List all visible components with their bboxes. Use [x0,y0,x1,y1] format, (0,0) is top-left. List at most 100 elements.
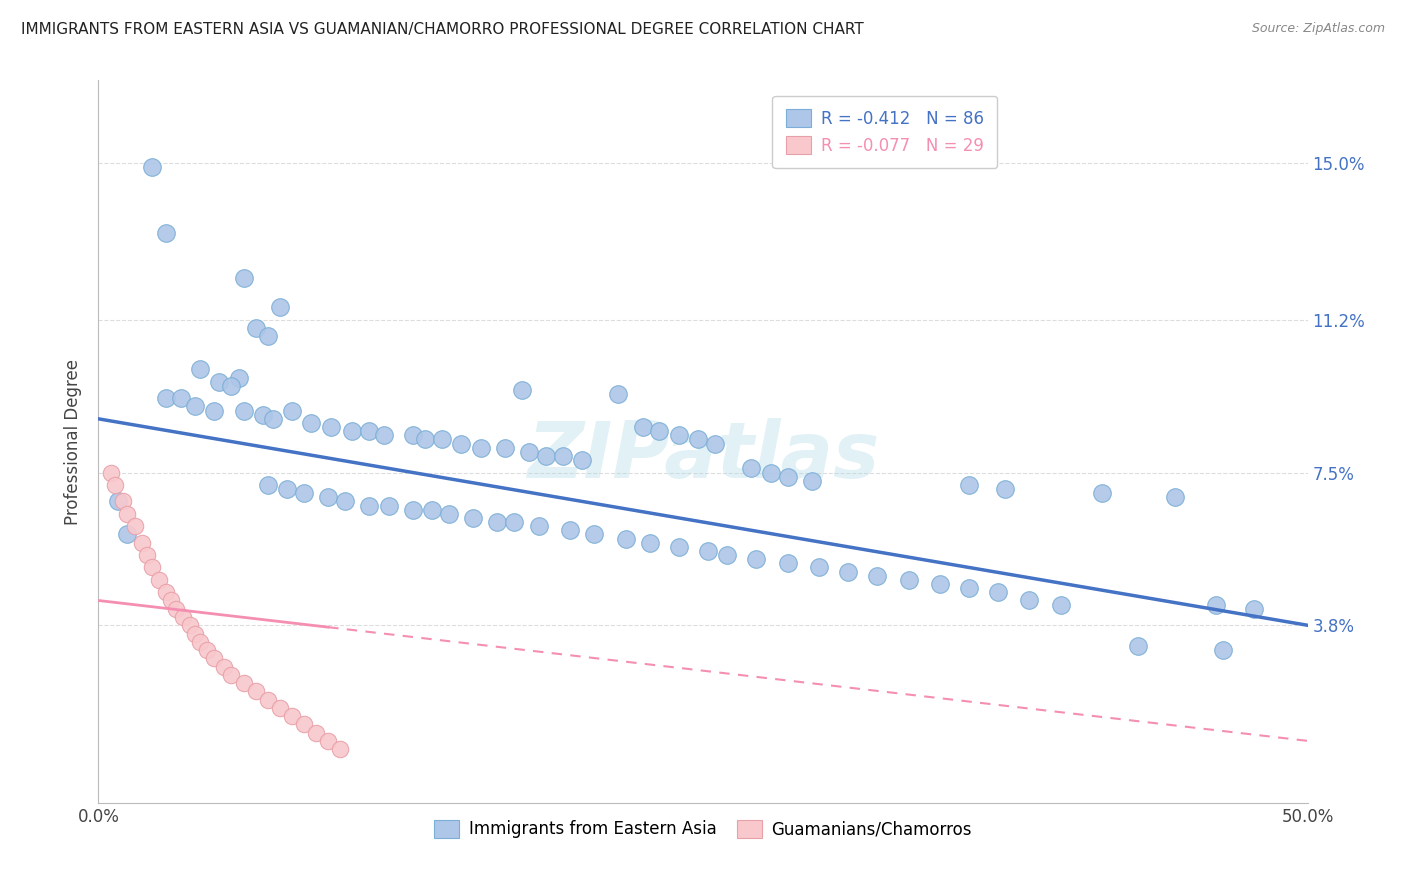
Legend: Immigrants from Eastern Asia, Guamanians/Chamorros: Immigrants from Eastern Asia, Guamanians… [427,813,979,845]
Point [430,433,453,447]
Text: Source: ZipAtlas.com: Source: ZipAtlas.com [1251,22,1385,36]
Point [155,226,177,240]
Point [256,478,278,492]
Point [208,375,231,389]
Point [437,507,460,521]
Point [160,593,183,607]
Point [188,634,211,648]
Point [135,548,157,562]
Point [558,524,581,538]
Point [342,424,364,438]
Point [276,482,298,496]
Point [571,453,593,467]
Point [987,585,1010,599]
Point [583,527,606,541]
Point [252,408,274,422]
Point [534,449,557,463]
Point [704,436,727,450]
Point [450,436,472,450]
Point [111,494,134,508]
Point [165,601,187,615]
Point [155,391,177,405]
Point [808,560,831,574]
Point [333,494,356,508]
Point [759,466,782,480]
Point [292,717,315,731]
Point [148,573,170,587]
Point [638,535,661,549]
Point [957,478,980,492]
Point [281,403,304,417]
Point [299,416,322,430]
Point [1018,593,1040,607]
Point [319,420,342,434]
Point [897,573,920,587]
Point [292,486,315,500]
Point [228,370,250,384]
Point [329,742,352,756]
Point [1128,639,1150,653]
Point [1205,598,1227,612]
Text: ZIPatlas: ZIPatlas [527,418,879,494]
Point [631,420,654,434]
Point [281,709,304,723]
Point [420,502,443,516]
Point [668,540,690,554]
Point [155,585,177,599]
Point [527,519,550,533]
Point [169,391,191,405]
Point [256,692,278,706]
Point [204,403,226,417]
Point [232,403,254,417]
Point [184,626,207,640]
Point [866,568,889,582]
Point [551,449,574,463]
Point [204,651,226,665]
Text: IMMIGRANTS FROM EASTERN ASIA VS GUAMANIAN/CHAMORRO PROFESSIONAL DEGREE CORRELATI: IMMIGRANTS FROM EASTERN ASIA VS GUAMANIA… [21,22,863,37]
Point [221,379,243,393]
Point [141,560,163,574]
Point [179,618,201,632]
Point [607,387,630,401]
Point [212,659,235,673]
Point [688,433,710,447]
Point [107,494,129,508]
Point [929,577,952,591]
Point [305,725,328,739]
Point [800,474,823,488]
Point [104,478,127,492]
Point [494,441,516,455]
Point [269,701,291,715]
Point [510,383,533,397]
Point [994,482,1017,496]
Point [117,527,139,541]
Point [463,511,485,525]
Point [262,412,284,426]
Point [470,441,492,455]
Point [716,548,738,562]
Point [316,734,339,748]
Point [232,676,254,690]
Point [486,515,509,529]
Point [117,507,139,521]
Point [269,301,291,315]
Point [373,428,395,442]
Point [517,445,540,459]
Point [745,552,768,566]
Point [316,490,339,504]
Point [503,515,526,529]
Point [232,271,254,285]
Point [124,519,146,533]
Point [188,362,211,376]
Point [614,532,637,546]
Point [668,428,690,442]
Point [359,424,381,438]
Point [648,424,671,438]
Point [256,329,278,343]
Point [1050,598,1073,612]
Point [245,321,267,335]
Point [377,499,399,513]
Point [776,469,799,483]
Y-axis label: Professional Degree: Professional Degree [65,359,83,524]
Point [402,502,425,516]
